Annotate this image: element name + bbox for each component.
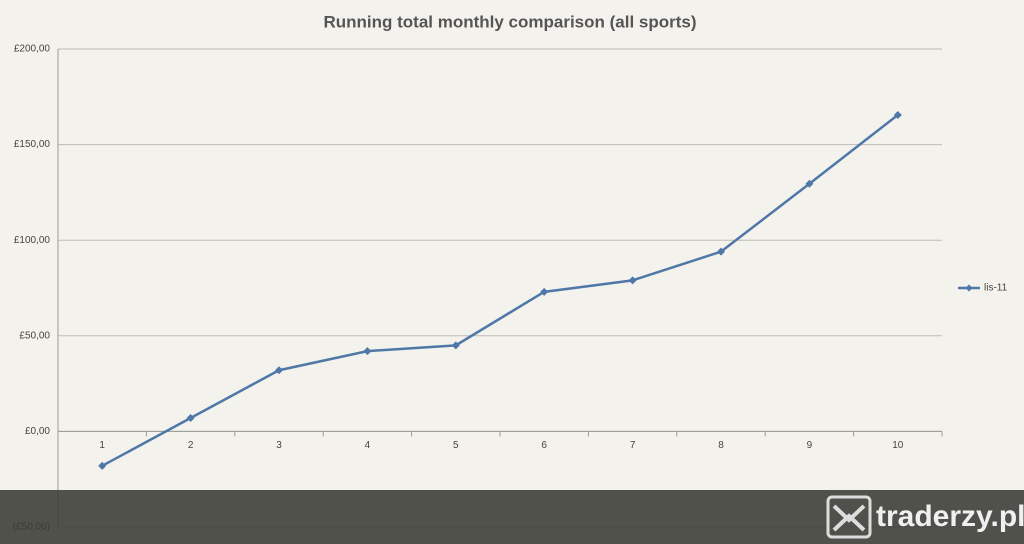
x-tick-label: 8	[718, 440, 724, 451]
watermark: traderzy.pl	[876, 500, 1024, 533]
x-tick-label: 1	[99, 440, 105, 451]
watermark-logo-mark	[832, 504, 866, 532]
x-tick-label: 9	[807, 440, 813, 451]
watermark-logo	[826, 495, 872, 539]
y-tick-label: £0,00	[25, 426, 50, 437]
x-tick-label: 6	[541, 440, 547, 451]
x-tick-label: 3	[276, 440, 282, 451]
x-tick-label: 5	[453, 440, 459, 451]
point-marker	[363, 347, 372, 356]
y-tick-label: £50,00	[19, 330, 50, 341]
x-tick-label: 2	[188, 440, 194, 451]
point-marker	[98, 461, 107, 470]
point-marker	[628, 276, 637, 285]
point-marker	[540, 287, 549, 296]
legend-marker	[965, 284, 973, 292]
chart-title: Running total monthly comparison (all sp…	[323, 12, 696, 31]
x-tick-label: 10	[892, 440, 904, 451]
x-tick-label: 7	[630, 440, 636, 451]
point-marker	[717, 247, 725, 256]
series-line	[101, 113, 899, 467]
y-tick-label: £200,00	[14, 44, 51, 55]
y-tick-label: £100,00	[14, 235, 51, 246]
point-marker	[893, 110, 902, 119]
point-marker	[451, 341, 460, 350]
y-tick-label: £150,00	[14, 139, 51, 150]
x-tick-label: 4	[365, 440, 371, 451]
point-marker	[186, 414, 195, 423]
point-marker	[275, 366, 283, 375]
legend-label: lis-11	[984, 283, 1008, 294]
point-marker	[805, 179, 814, 188]
